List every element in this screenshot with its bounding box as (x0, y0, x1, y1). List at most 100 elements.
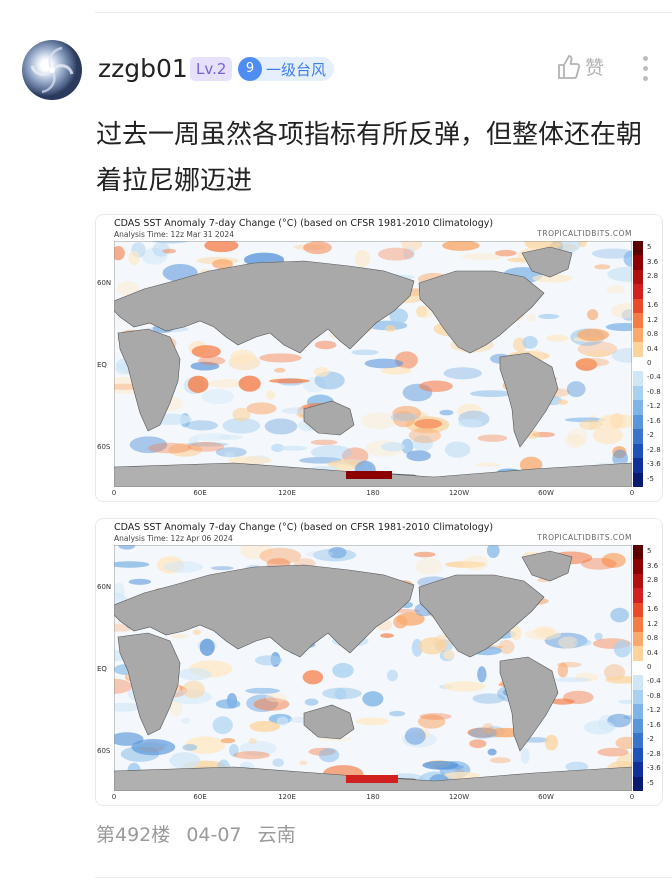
anomaly-patch (249, 720, 281, 732)
anomaly-patch (114, 702, 142, 712)
anomaly-patch (259, 547, 302, 565)
lon-label: 120W (448, 489, 470, 497)
anomaly-patch (605, 675, 632, 684)
anomaly-patch (169, 701, 183, 717)
lon-label: 180 (366, 489, 380, 497)
anomaly-patch (489, 757, 511, 764)
anomaly-patch (439, 409, 454, 416)
anomaly-patch (566, 381, 586, 398)
land-mass (303, 704, 355, 740)
anomaly-patch (404, 727, 426, 745)
anomaly-patch (567, 428, 588, 446)
anomaly-patch (228, 456, 272, 465)
anomaly-patch (182, 744, 198, 751)
anomaly-patch (443, 681, 486, 692)
anomaly-patch (402, 247, 415, 260)
anomaly-patch (472, 693, 506, 704)
anomaly-patch (265, 390, 276, 400)
lat-label: 60N (97, 583, 112, 591)
anomaly-patch (208, 379, 245, 388)
anomaly-patch (238, 375, 261, 392)
anomaly-patch (222, 417, 261, 434)
lon-label: 0 (629, 489, 635, 497)
strong-anomaly-patch (346, 471, 392, 479)
anomaly-patch (355, 717, 390, 726)
avatar[interactable] (22, 40, 82, 100)
anomaly-patch (273, 367, 286, 373)
anomaly-patch (332, 662, 354, 678)
colorbar-label: 0.8 (647, 634, 659, 643)
sst-map-image-1[interactable]: CDAS SST Anomaly 7-day Change (°C) (base… (95, 214, 663, 502)
anomaly-patch (477, 434, 508, 442)
anomaly-patch (253, 697, 290, 711)
anomaly-patch (163, 561, 204, 573)
anomaly-patch (212, 716, 233, 735)
anomaly-patch (583, 720, 616, 735)
colorbar-label: -0.4 (647, 373, 661, 382)
anomaly-patch (469, 727, 497, 739)
colorbar-label: -1.2 (647, 402, 661, 411)
colorbar-segment (633, 429, 643, 444)
land-mass (499, 656, 559, 752)
lon-label: 120E (278, 489, 296, 497)
map-brand: TROPICALTIDBITS.COM (537, 533, 632, 542)
anomaly-patch (114, 678, 133, 694)
anomaly-patch (187, 441, 225, 452)
colorbar-segment (633, 414, 643, 430)
anomaly-patch (594, 264, 611, 270)
more-vertical-icon[interactable] (640, 56, 650, 82)
map-title: CDAS SST Anomaly 7-day Change (°C) (base… (114, 522, 494, 533)
anomaly-patch (444, 441, 471, 458)
username[interactable]: zzgb01 (98, 54, 188, 83)
anomaly-patch (193, 433, 231, 441)
lon-label: 0 (629, 793, 635, 801)
anomaly-patch (240, 545, 274, 560)
anomaly-patch (591, 248, 632, 259)
anomaly-patch (534, 626, 556, 638)
like-button[interactable]: 赞 (557, 53, 604, 80)
land-mass (418, 270, 545, 354)
anomaly-patch (313, 366, 330, 377)
anomaly-patch (422, 760, 459, 770)
colorbar-segment (633, 545, 643, 560)
anomaly-patch (148, 442, 192, 454)
land-mass (521, 550, 573, 582)
anomaly-patch (389, 710, 406, 717)
colorbar-segment (633, 269, 643, 285)
anomaly-patch (141, 247, 168, 265)
top-divider (95, 12, 672, 13)
colorbar-label: 0.4 (647, 344, 659, 353)
sst-map-image-2[interactable]: CDAS SST Anomaly 7-day Change (°C) (base… (95, 518, 663, 806)
anomaly-patch (457, 403, 483, 419)
floor-number: 第492楼 (96, 824, 171, 846)
lon-label: 0 (111, 489, 117, 497)
anomaly-patch (217, 434, 243, 440)
anomaly-patch (419, 713, 452, 720)
colorbar-segment (633, 241, 643, 256)
anomaly-patch (386, 669, 398, 682)
anomaly-patch (544, 734, 559, 751)
anomaly-patch (457, 419, 483, 428)
anomaly-patch (239, 740, 277, 756)
colorbar-segment (633, 255, 643, 270)
anomaly-patch (299, 760, 308, 765)
anomaly-patch (308, 747, 336, 756)
anomaly-patch (574, 639, 592, 647)
anomaly-patch (618, 699, 632, 704)
anomaly-patch (578, 241, 588, 248)
colorbar-label: 0 (647, 663, 652, 671)
land-mass (499, 352, 559, 448)
anomaly-patch (554, 677, 591, 683)
anomaly-patch (575, 358, 598, 371)
anomaly-patch (623, 250, 632, 267)
colorbar-segment (633, 689, 643, 705)
colorbar-label: 0.4 (647, 648, 659, 657)
map-analysis-time: Analysis Time: 12z Mar 31 2024 (114, 230, 234, 239)
post-location: 云南 (257, 824, 296, 846)
anomaly-patch (469, 390, 513, 398)
colorbar-segment (633, 660, 643, 676)
anomaly-patch (475, 462, 501, 467)
anomaly-patch (612, 449, 628, 468)
anomaly-patch (443, 771, 481, 779)
anomaly-patch (362, 691, 384, 707)
